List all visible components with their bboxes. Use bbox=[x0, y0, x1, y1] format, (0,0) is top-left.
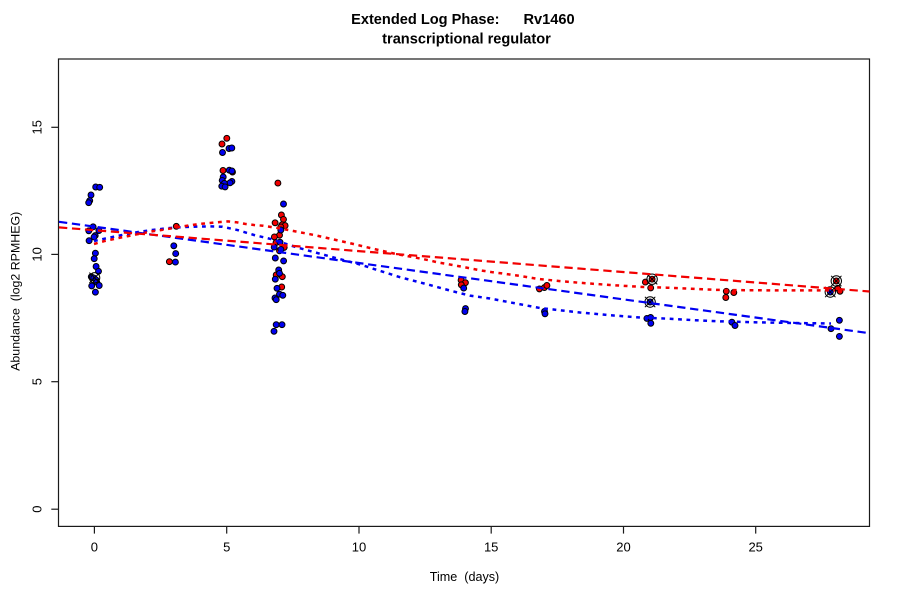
svg-text:5: 5 bbox=[30, 378, 45, 385]
svg-text:0: 0 bbox=[91, 540, 98, 555]
svg-text:15: 15 bbox=[30, 120, 45, 134]
svg-text:0: 0 bbox=[30, 506, 45, 513]
svg-text:transcriptional regulator: transcriptional regulator bbox=[382, 32, 551, 48]
svg-text:10: 10 bbox=[352, 540, 366, 555]
svg-text:Extended Log Phase:: Extended Log Phase: bbox=[351, 12, 499, 28]
svg-text:Rv1460: Rv1460 bbox=[524, 12, 575, 28]
svg-text:15: 15 bbox=[484, 540, 498, 555]
svg-text:25: 25 bbox=[748, 540, 762, 555]
svg-text:10: 10 bbox=[30, 247, 45, 261]
svg-text:Time (days): Time (days) bbox=[430, 570, 500, 584]
svg-text:20: 20 bbox=[616, 540, 630, 555]
svg-text:Abundance (log2 RPMHEG): Abundance (log2 RPMHEG) bbox=[9, 212, 23, 371]
svg-text:5: 5 bbox=[223, 540, 230, 555]
